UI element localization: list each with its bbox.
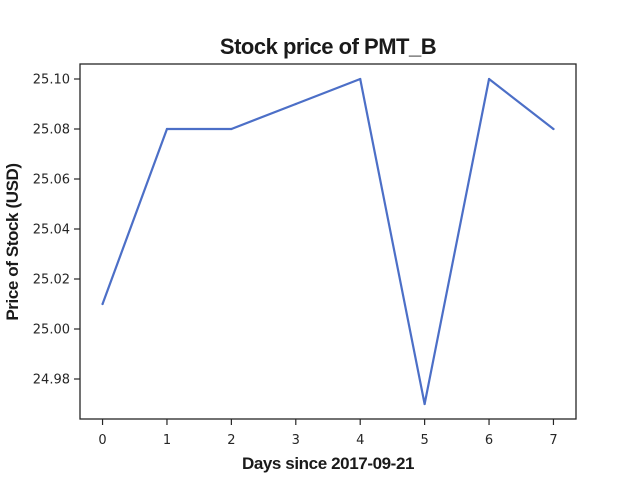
data-point — [165, 127, 169, 131]
x-tick-label: 2 — [227, 433, 235, 448]
data-point — [101, 302, 104, 306]
y-tick-label: 25.10 — [33, 73, 70, 88]
y-axis: 24.98 25.00 25.02 25.04 25.06 25.08 25.10 — [33, 73, 80, 388]
x-tick-label: 3 — [292, 433, 300, 448]
x-axis-label: Days since 2017-09-21 — [242, 454, 414, 473]
x-tick-label: 4 — [356, 433, 364, 448]
y-tick-label: 25.08 — [33, 123, 70, 138]
series-line — [101, 77, 555, 406]
x-axis: 0 1 2 3 4 5 6 7 — [98, 419, 558, 448]
y-tick-label: 25.06 — [33, 173, 70, 188]
y-tick-label: 25.02 — [33, 273, 70, 288]
data-point — [294, 102, 297, 106]
data-point — [359, 77, 362, 81]
y-tick-label: 25.00 — [33, 323, 70, 338]
x-tick-label: 6 — [485, 433, 493, 448]
y-axis-label: Price of Stock (USD) — [3, 163, 22, 320]
data-point — [230, 127, 233, 131]
x-tick-label: 7 — [549, 433, 557, 448]
x-tick-label: 0 — [98, 433, 106, 448]
x-tick-label: 1 — [163, 433, 171, 448]
data-point — [552, 127, 555, 131]
data-point — [487, 77, 491, 81]
y-tick-label: 25.04 — [33, 223, 70, 238]
x-tick-label: 5 — [420, 433, 428, 448]
chart-title: Stock price of PMT_B — [220, 34, 436, 59]
plot-area-frame — [79, 63, 577, 420]
y-tick-label: 24.98 — [33, 373, 70, 388]
data-point — [423, 402, 426, 406]
series-layer — [101, 77, 555, 406]
